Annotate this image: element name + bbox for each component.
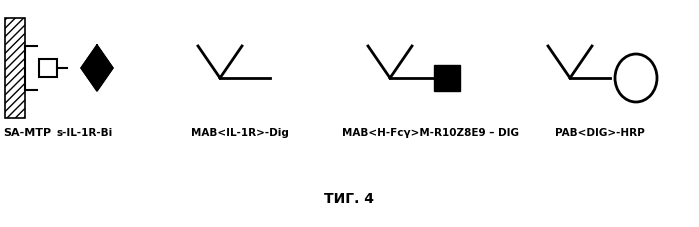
Polygon shape xyxy=(81,45,113,91)
Text: ΤИГ. 4: ΤИГ. 4 xyxy=(324,192,375,206)
Text: MAB<IL-1R>-Dig: MAB<IL-1R>-Dig xyxy=(191,128,289,138)
Bar xyxy=(39,59,57,77)
Text: SA-MTP: SA-MTP xyxy=(3,128,51,138)
Bar xyxy=(5,18,25,118)
Ellipse shape xyxy=(615,54,657,102)
Text: MAB<H-Fcγ>M-R10Z8E9 – DIG: MAB<H-Fcγ>M-R10Z8E9 – DIG xyxy=(342,128,519,138)
Text: PAB<DIG>-HRP: PAB<DIG>-HRP xyxy=(555,128,645,138)
Bar xyxy=(434,65,460,91)
Text: s-IL-1R-Bi: s-IL-1R-Bi xyxy=(57,128,113,138)
